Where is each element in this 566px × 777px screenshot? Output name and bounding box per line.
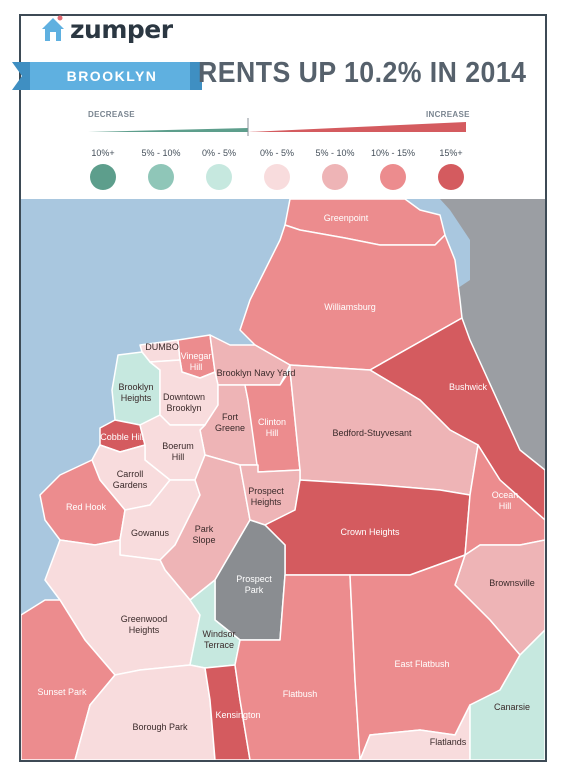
label-downtown-brooklyn-1: Downtown [163, 392, 205, 402]
label-canarsie: Canarsie [494, 702, 530, 712]
label-park-slope-2: Slope [192, 535, 215, 545]
label-hill: Hill [190, 362, 203, 372]
label-fort-greene-2: Greene [215, 423, 245, 433]
legend-wedge [88, 118, 466, 136]
label-vinegar: Vinegar [181, 351, 212, 361]
label-carroll-gardens-2: Gardens [113, 480, 148, 490]
legend-bin-decrease-0-5: 0% - 5% [193, 148, 245, 190]
label-greenwood-heights-2: Heights [129, 625, 160, 635]
queens-land [440, 199, 545, 520]
label-clinton-hill-2: Hill [266, 428, 279, 438]
label-gowanus: Gowanus [131, 528, 170, 538]
headline: RENTS UP 10.2% IN 2014 [198, 57, 527, 89]
label-ocean-hill-1: Ocean [492, 490, 519, 500]
legend-dot [380, 164, 406, 190]
label-brooklyn-heights-1: Brooklyn [118, 382, 153, 392]
label-clinton-hill-1: Clinton [258, 417, 286, 427]
label-park-slope-1: Park [195, 524, 214, 534]
label-williamsburg: Williamsburg [324, 302, 376, 312]
label-boerum-hill-1: Boerum [162, 441, 194, 451]
legend-dot [438, 164, 464, 190]
legend-bin-decrease-5-10: 5% - 10% [135, 148, 187, 190]
borough-ribbon: BROOKLYN [12, 62, 212, 90]
label-east-flatbush: East Flatbush [394, 659, 449, 669]
legend-bin-decrease-10plus: 10%+ [77, 148, 129, 190]
label-prospect-heights-1: Prospect [248, 486, 284, 496]
region-canarsie[interactable] [469, 629, 545, 760]
zumper-logo[interactable]: zumper [40, 13, 173, 45]
legend-dot [264, 164, 290, 190]
label-crown-heights: Crown Heights [340, 527, 400, 537]
label-greenpoint: Greenpoint [324, 213, 369, 223]
increase-label: INCREASE [426, 110, 470, 119]
label-prospect-heights-2: Heights [251, 497, 282, 507]
label-flatbush: Flatbush [283, 689, 318, 699]
legend-bin-increase-15plus: 15%+ [425, 148, 477, 190]
label-ocean-hill-2: Hill [499, 501, 512, 511]
label-flatlands: Flatlands [430, 737, 467, 747]
label-bed-stuy: Bedford-Stuyvesant [332, 428, 412, 438]
legend-bin-increase-0-5: 0% - 5% [251, 148, 303, 190]
label-kensington: Kensington [215, 710, 260, 720]
label-fort-greene-1: Fort [222, 412, 239, 422]
label-borough-park: Borough Park [132, 722, 188, 732]
label-carroll-gardens-1: Carroll [117, 469, 144, 479]
label-downtown-brooklyn-2: Brooklyn [166, 403, 201, 413]
label-brooklyn-navy-yard: Brooklyn Navy Yard [217, 368, 296, 378]
legend-bin-increase-10-15: 10% - 15% [367, 148, 419, 190]
label-brownsville: Brownsville [489, 578, 535, 588]
brooklyn-map: Greenpoint Williamsburg Bushwick DUMBO V… [21, 199, 545, 760]
label-red-hook: Red Hook [66, 502, 107, 512]
legend-dot [148, 164, 174, 190]
house-icon [42, 15, 64, 41]
legend-dot [322, 164, 348, 190]
brand-name: zumper [70, 14, 173, 44]
label-windsor-terrace-1: Windsor [202, 629, 235, 639]
label-dumbo: DUMBO [145, 342, 179, 352]
label-brooklyn-heights-2: Heights [121, 393, 152, 403]
label-cobble-hill: Cobble Hill [100, 432, 144, 442]
legend-bin-increase-5-10: 5% - 10% [309, 148, 361, 190]
borough-label: BROOKLYN [66, 68, 158, 84]
decrease-label: DECREASE [88, 110, 135, 119]
label-boerum-hill-2: Hill [172, 452, 185, 462]
legend-dot [90, 164, 116, 190]
label-windsor-terrace-2: Terrace [204, 640, 234, 650]
label-prospect-park-2: Park [245, 585, 264, 595]
label-bushwick: Bushwick [449, 382, 488, 392]
label-sunset-park: Sunset Park [37, 687, 87, 697]
label-greenwood-heights-1: Greenwood [121, 614, 168, 624]
legend-dot [206, 164, 232, 190]
label-prospect-park-1: Prospect [236, 574, 272, 584]
